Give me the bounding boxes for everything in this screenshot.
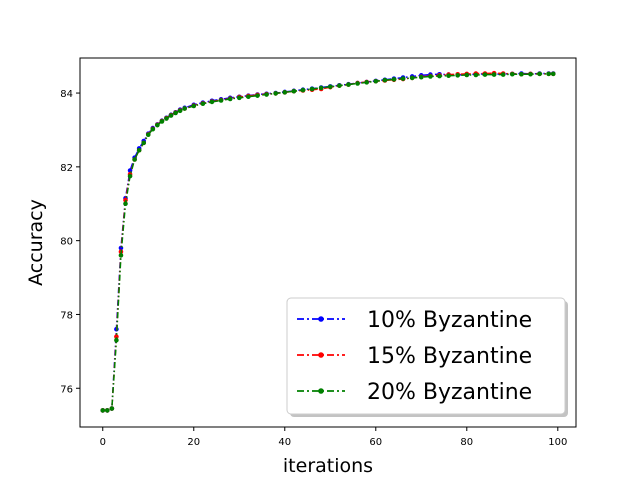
legend: 10% Byzantine 15% Byzantine 20% Byzantine <box>286 297 568 417</box>
data-point <box>446 73 451 79</box>
data-point <box>418 74 424 80</box>
series-line <box>102 73 554 412</box>
data-point <box>227 96 233 102</box>
y-tick-label: 82 <box>60 163 73 174</box>
x-axis: 0 20 40 60 80 100 <box>100 427 567 448</box>
data-point <box>150 126 156 132</box>
data-point <box>528 71 533 77</box>
data-point <box>164 116 169 121</box>
data-point <box>100 408 106 413</box>
y-tick-label: 84 <box>60 89 73 100</box>
series-layer <box>100 70 556 413</box>
x-tick-label: 100 <box>548 437 567 448</box>
legend-marker <box>318 388 324 394</box>
data-point <box>123 201 128 207</box>
data-point <box>132 157 137 162</box>
data-point <box>114 334 119 339</box>
data-point <box>500 72 506 77</box>
series-3 <box>100 71 556 413</box>
data-point <box>327 84 333 90</box>
legend-entry: 20% Byzantine <box>297 380 532 405</box>
data-point <box>105 408 110 413</box>
data-point <box>509 71 515 77</box>
data-point <box>255 93 260 98</box>
x-axis-label: iterations <box>283 455 373 477</box>
legend-marker <box>318 316 324 322</box>
y-tick-label: 76 <box>60 384 73 395</box>
data-point <box>209 99 215 105</box>
data-point <box>291 88 297 94</box>
data-point <box>550 71 556 77</box>
data-point <box>182 106 187 111</box>
y-axis-label: Accuracy <box>25 199 47 286</box>
data-point <box>391 77 397 82</box>
data-point <box>136 147 142 153</box>
data-point <box>159 119 165 124</box>
data-point <box>155 122 160 128</box>
x-tick-label: 40 <box>278 437 291 448</box>
plot-frame <box>79 57 577 428</box>
data-point <box>400 76 406 81</box>
data-point <box>437 73 442 79</box>
data-point <box>114 337 119 343</box>
data-point <box>318 85 324 91</box>
x-tick-label: 0 <box>100 437 106 448</box>
y-tick-label: 78 <box>60 310 73 321</box>
data-point <box>273 91 278 96</box>
legend-entry: 15% Byzantine <box>297 344 532 369</box>
data-point <box>455 73 460 78</box>
data-point <box>282 90 288 95</box>
data-point <box>127 173 133 179</box>
data-point <box>300 87 306 93</box>
data-point <box>177 108 183 114</box>
data-point <box>546 71 551 77</box>
data-point <box>482 72 488 77</box>
data-point <box>428 74 433 79</box>
data-point <box>464 72 470 78</box>
legend-label: 10% Byzantine <box>367 308 532 333</box>
data-point <box>145 132 151 138</box>
legend-label: 15% Byzantine <box>367 344 532 369</box>
x-tick-label: 20 <box>187 437 200 448</box>
data-point <box>118 253 124 258</box>
data-point <box>246 94 251 100</box>
data-point <box>473 72 479 78</box>
legend-marker <box>318 352 324 358</box>
data-point <box>364 80 369 85</box>
data-point <box>168 113 174 118</box>
data-point <box>309 86 315 92</box>
y-tick-label: 80 <box>60 237 73 248</box>
data-point <box>236 95 242 101</box>
y-axis: 76 78 80 82 84 <box>60 89 80 395</box>
legend-entry: 10% Byzantine <box>297 308 532 333</box>
data-point <box>109 406 115 411</box>
data-point <box>355 81 360 86</box>
data-point <box>537 71 542 77</box>
data-point <box>382 77 388 83</box>
data-point <box>200 101 206 107</box>
x-tick-label: 80 <box>460 437 473 448</box>
x-tick-label: 60 <box>369 437 382 448</box>
data-point <box>409 75 415 81</box>
data-point <box>173 110 178 116</box>
data-point <box>141 140 147 146</box>
legend-label: 20% Byzantine <box>367 380 532 405</box>
data-point <box>191 103 197 109</box>
data-point <box>264 92 269 97</box>
data-point <box>337 83 342 88</box>
data-point <box>519 71 524 77</box>
data-point <box>218 98 224 103</box>
data-point <box>491 72 497 77</box>
data-point <box>346 82 351 87</box>
data-point <box>373 78 379 84</box>
legend-box <box>286 297 566 415</box>
